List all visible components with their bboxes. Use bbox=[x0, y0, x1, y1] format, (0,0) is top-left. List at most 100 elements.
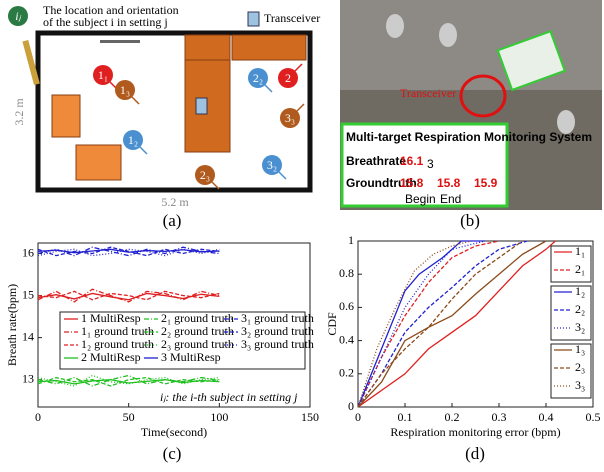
sofa bbox=[51, 94, 81, 138]
photo: Transceiver Multi-target Respiration Mon… bbox=[340, 0, 602, 230]
x-tick-label: 0.1 bbox=[398, 410, 413, 424]
photo-wall bbox=[340, 0, 602, 90]
orientation-arrow bbox=[130, 95, 140, 105]
legend-label: 2₂ bbox=[575, 302, 585, 316]
legend-label: 1₁ ground truth bbox=[81, 324, 154, 338]
face-blur bbox=[557, 110, 575, 134]
y-tick-label: 14 bbox=[22, 329, 34, 343]
orientation-arrow bbox=[277, 170, 287, 180]
series-line bbox=[357, 240, 556, 408]
series-line bbox=[37, 246, 220, 257]
screen-button: End bbox=[440, 192, 461, 206]
legend-label: 1 MultiResp bbox=[81, 311, 141, 325]
x-axis-label: Time(second) bbox=[141, 425, 207, 439]
series-line bbox=[37, 248, 220, 257]
face-blur bbox=[439, 23, 457, 47]
y-tick-label: 0.2 bbox=[339, 366, 354, 380]
orientation-arrow bbox=[293, 63, 303, 73]
annotation: iⱼ: the i-th subject in setting j bbox=[160, 390, 298, 404]
subject-marker bbox=[93, 65, 113, 85]
series-line bbox=[37, 376, 220, 387]
series-line bbox=[37, 290, 220, 301]
legend-box bbox=[59, 311, 306, 370]
plot-frame bbox=[37, 242, 311, 408]
legend-label: 2₁ ground truth bbox=[161, 311, 234, 325]
legend-box bbox=[550, 343, 592, 399]
y-tick-label: 0 bbox=[348, 399, 354, 413]
series-line bbox=[37, 374, 220, 387]
subject-marker bbox=[262, 155, 282, 175]
series-line bbox=[37, 379, 220, 385]
screen-value: 3 bbox=[427, 157, 434, 171]
legend-label: 2₃ bbox=[575, 360, 585, 374]
screen-button: Begin bbox=[405, 192, 436, 206]
x-tick-label: 0.2 bbox=[445, 410, 460, 424]
legend-text: Transceiver bbox=[264, 11, 320, 25]
subject-marker bbox=[123, 130, 143, 150]
y-tick-label: 1 bbox=[348, 233, 354, 247]
legend-icon-label: iⱼ bbox=[15, 9, 21, 23]
y-tick-label: 13 bbox=[22, 371, 34, 385]
y-tick-label: 0.8 bbox=[339, 266, 354, 280]
screen-label: Breathrate bbox=[346, 154, 406, 168]
legend-icon bbox=[8, 6, 28, 26]
subject-label: 1₂ bbox=[128, 133, 138, 147]
legend-label: 3₃ bbox=[575, 378, 585, 392]
legend-label: 1₁ bbox=[575, 244, 585, 258]
series-line bbox=[37, 292, 220, 301]
panel-caption: (a) bbox=[163, 211, 182, 230]
x-tick-label: 0.3 bbox=[492, 410, 507, 424]
series-line bbox=[357, 240, 547, 408]
series-line bbox=[357, 240, 485, 408]
x-tick-label: 0.4 bbox=[539, 410, 554, 424]
panel-caption: (d) bbox=[465, 444, 485, 463]
dimension: 5.2 m bbox=[161, 195, 189, 209]
dimension: 3.2 m bbox=[12, 98, 26, 126]
series-line bbox=[37, 246, 220, 257]
legend-box bbox=[550, 285, 592, 341]
series-line bbox=[357, 240, 523, 408]
face-blur bbox=[386, 14, 404, 38]
door bbox=[22, 39, 40, 85]
x-tick-label: 0 bbox=[35, 410, 41, 424]
series-line bbox=[37, 248, 220, 254]
legend-label: 3₂ bbox=[575, 320, 585, 334]
subject-label: 2 bbox=[285, 71, 291, 85]
highlight bbox=[459, 74, 507, 118]
screen-title: Multi-target Respiration Monitoring Syst… bbox=[346, 130, 592, 144]
subject-marker bbox=[248, 68, 268, 88]
subject-label: 1₁ bbox=[98, 68, 108, 82]
subject-marker bbox=[195, 165, 215, 185]
series-line bbox=[357, 240, 486, 408]
orientation-arrow bbox=[295, 103, 305, 113]
transceiver-icon bbox=[195, 97, 208, 115]
desk bbox=[231, 34, 307, 61]
orientation-arrow bbox=[138, 145, 148, 155]
legend-text: of the subject i in setting j bbox=[43, 15, 168, 29]
y-tick-label: 16 bbox=[22, 245, 34, 259]
panel-caption: (b) bbox=[460, 211, 480, 230]
subject-marker bbox=[278, 68, 298, 88]
subject-label: 2₃ bbox=[200, 168, 210, 182]
screen-value: 15.8 bbox=[437, 176, 461, 190]
floor-plan: Transceiver The location and orientation… bbox=[8, 3, 320, 230]
y-tick-label: 0.4 bbox=[339, 332, 354, 346]
subject-marker bbox=[280, 108, 300, 128]
legend-text: The location and orientation bbox=[43, 3, 179, 17]
subject-marker bbox=[115, 80, 135, 100]
legend-label: 1₃ bbox=[575, 342, 585, 356]
legend-label: 1₂ bbox=[575, 284, 585, 298]
legend-label: 2 MultiResp bbox=[81, 350, 141, 364]
desk bbox=[184, 34, 231, 61]
series-line bbox=[357, 240, 500, 408]
sofa bbox=[75, 144, 122, 181]
x-tick-label: 0.5 bbox=[586, 410, 601, 424]
x-axis-label: Respiration monitoring error (bpm) bbox=[390, 425, 560, 439]
subject-label: 3₃ bbox=[285, 111, 295, 125]
monitor bbox=[496, 30, 567, 92]
y-tick-label: 0.6 bbox=[339, 299, 354, 313]
legend-label: 1₂ ground truth bbox=[81, 337, 154, 351]
orientation-arrow bbox=[210, 180, 220, 190]
legend-label: 2₃ ground truth bbox=[161, 337, 234, 351]
subject-label: 1₃ bbox=[120, 83, 130, 97]
